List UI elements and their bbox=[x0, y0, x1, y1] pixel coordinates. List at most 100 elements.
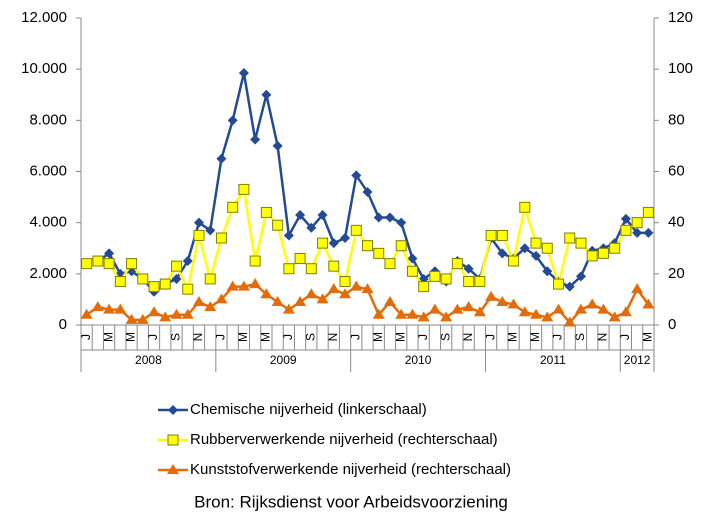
y2-tick-label: 40 bbox=[668, 214, 685, 231]
legend-marker bbox=[167, 464, 179, 474]
data-point bbox=[642, 206, 654, 218]
data-point bbox=[170, 308, 183, 319]
x-tick-label: J bbox=[551, 334, 565, 340]
data-point bbox=[552, 303, 565, 314]
y2-tick-label: 0 bbox=[668, 316, 676, 333]
y2-tick-label: 80 bbox=[668, 111, 685, 128]
data-point bbox=[463, 263, 474, 274]
data-point bbox=[428, 303, 441, 314]
data-point bbox=[192, 295, 205, 306]
data-point bbox=[373, 247, 385, 259]
data-point bbox=[373, 212, 384, 223]
x-tick-label: S bbox=[169, 333, 183, 341]
data-point bbox=[531, 250, 542, 261]
x-tick-label: J bbox=[348, 334, 362, 340]
data-point bbox=[462, 301, 475, 312]
data-point bbox=[237, 280, 250, 291]
data-point bbox=[440, 311, 453, 322]
data-point bbox=[226, 280, 239, 291]
data-point bbox=[620, 213, 631, 224]
data-point bbox=[260, 206, 272, 218]
data-point bbox=[384, 258, 396, 270]
data-point bbox=[395, 240, 407, 252]
data-point bbox=[316, 293, 329, 304]
data-point bbox=[574, 303, 587, 314]
data-point bbox=[317, 209, 328, 220]
data-point bbox=[632, 227, 643, 238]
data-point bbox=[261, 89, 272, 100]
data-point bbox=[327, 283, 340, 294]
data-point bbox=[216, 153, 227, 164]
x-tick-label: M bbox=[124, 332, 138, 342]
data-point bbox=[238, 183, 250, 195]
data-point bbox=[215, 232, 227, 244]
data-point bbox=[362, 186, 373, 197]
data-point bbox=[204, 273, 216, 285]
data-point bbox=[362, 240, 373, 252]
data-point bbox=[609, 242, 621, 254]
year-label: 2012 bbox=[624, 353, 651, 367]
data-point bbox=[350, 280, 363, 291]
data-point bbox=[564, 281, 575, 292]
data-point bbox=[643, 227, 654, 238]
data-point bbox=[272, 140, 283, 151]
data-point bbox=[193, 229, 205, 241]
data-point bbox=[305, 288, 318, 299]
data-point bbox=[463, 276, 475, 288]
y2-tick-label: 120 bbox=[668, 9, 693, 26]
x-tick-label: M bbox=[641, 332, 655, 342]
data-point bbox=[215, 293, 228, 304]
data-point bbox=[193, 217, 204, 228]
data-point bbox=[553, 278, 564, 290]
data-point bbox=[519, 243, 530, 254]
data-point bbox=[473, 306, 486, 317]
x-tick-label: M bbox=[506, 332, 520, 342]
data-point bbox=[305, 263, 317, 275]
data-point bbox=[260, 288, 273, 299]
data-point bbox=[563, 316, 576, 327]
data-point bbox=[317, 237, 329, 249]
data-point bbox=[339, 288, 352, 299]
legend-label: Rubberverwerkende nijverheid (rechtersch… bbox=[190, 431, 498, 448]
data-point bbox=[407, 253, 418, 264]
data-point bbox=[114, 303, 127, 314]
year-label: 2011 bbox=[540, 353, 566, 367]
data-point bbox=[125, 313, 138, 324]
y-tick-label: 12.000 bbox=[21, 9, 67, 26]
data-point bbox=[642, 298, 655, 309]
data-point bbox=[103, 303, 116, 314]
data-point bbox=[631, 217, 643, 229]
data-point bbox=[541, 311, 554, 322]
data-point bbox=[181, 308, 194, 319]
x-tick-label: M bbox=[528, 332, 542, 342]
data-point bbox=[283, 263, 295, 275]
series-line bbox=[86, 185, 650, 294]
data-point bbox=[114, 276, 126, 288]
data-point bbox=[249, 255, 261, 267]
data-point bbox=[384, 212, 395, 223]
data-point bbox=[159, 311, 172, 322]
data-point bbox=[383, 295, 396, 306]
x-tick-label: S bbox=[438, 333, 452, 341]
data-point bbox=[575, 271, 586, 282]
data-point bbox=[564, 232, 576, 244]
data-point bbox=[418, 281, 430, 293]
x-tick-label: M bbox=[393, 332, 407, 342]
data-point bbox=[406, 265, 418, 277]
data-point bbox=[80, 308, 93, 319]
data-point bbox=[294, 252, 306, 264]
data-point bbox=[507, 298, 520, 309]
data-point bbox=[575, 237, 587, 249]
x-tick-label: J bbox=[281, 334, 295, 340]
data-point bbox=[597, 303, 610, 314]
x-tick-label: N bbox=[461, 333, 475, 342]
y2-tick-label: 20 bbox=[668, 265, 685, 282]
legend-label: Chemische nijverheid (linkerschaal) bbox=[190, 401, 427, 418]
x-tick-label: J bbox=[79, 334, 93, 340]
data-point bbox=[171, 273, 182, 284]
data-point bbox=[619, 306, 632, 317]
data-point bbox=[137, 273, 149, 285]
data-point bbox=[103, 258, 115, 270]
data-point bbox=[485, 290, 498, 301]
